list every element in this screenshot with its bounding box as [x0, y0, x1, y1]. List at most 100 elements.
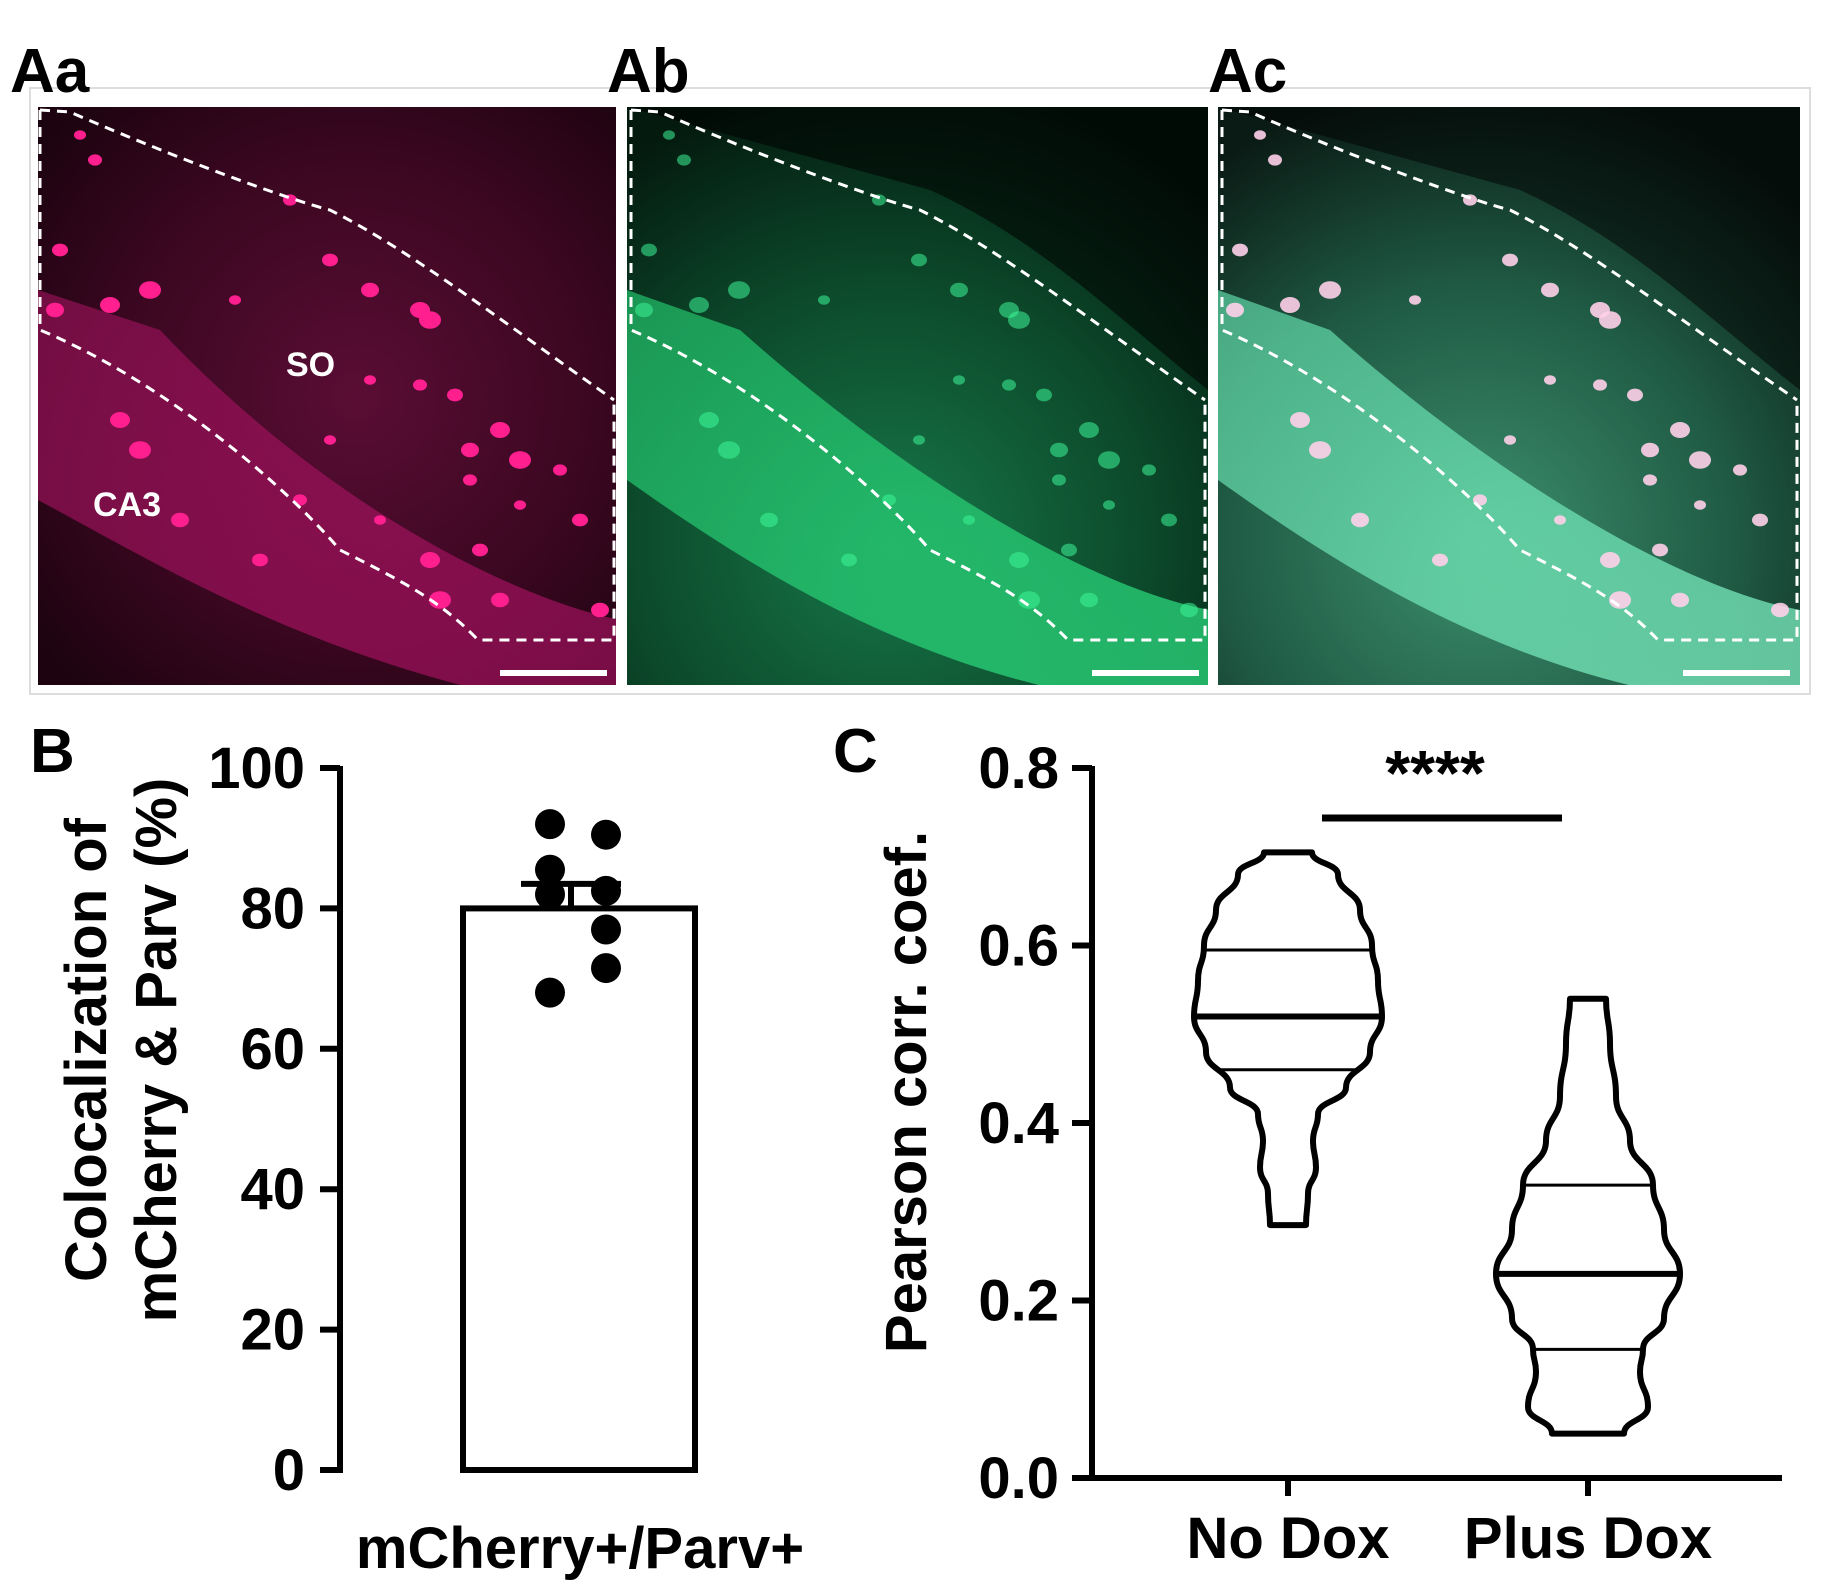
neuron-cell — [1504, 435, 1516, 445]
neuron-cell — [953, 375, 965, 385]
neuron-cell — [1079, 422, 1099, 438]
micrograph-ac — [1218, 107, 1800, 685]
chart-b: Colocalization of mCherry & Parv (%) mCh… — [54, 736, 804, 1581]
neuron-cell — [1098, 451, 1120, 469]
neuron-cell — [447, 388, 463, 402]
b-data-point — [535, 977, 565, 1008]
neuron-cell — [663, 130, 675, 140]
neuron-cell — [1599, 311, 1621, 329]
neuron-cell — [1351, 512, 1369, 528]
b-ytick-label: 60 — [240, 1017, 305, 1082]
neuron-cell — [374, 515, 386, 525]
c-ytick-label: 0.8 — [978, 736, 1059, 801]
neuron-cell — [1554, 515, 1566, 525]
region-label-so: SO — [286, 346, 335, 384]
neuron-cell — [413, 379, 427, 391]
neuron-cell — [110, 412, 130, 428]
b-data-point — [591, 819, 621, 850]
b-data-point — [591, 875, 621, 906]
panel-label-aa: Aa — [10, 37, 90, 106]
neuron-cell — [461, 442, 479, 458]
neuron-cell — [1641, 442, 1659, 458]
b-ytick-label: 40 — [240, 1157, 305, 1222]
neuron-cell — [1290, 412, 1310, 428]
neuron-cell — [1008, 311, 1030, 329]
c-ytick-label: 0.6 — [978, 914, 1059, 979]
neuron-cell — [139, 281, 161, 299]
neuron-cell — [1771, 602, 1789, 618]
neuron-cell — [419, 311, 441, 329]
neuron-cell — [553, 464, 567, 476]
c-ylabel: Pearson corr. coef. — [874, 831, 939, 1353]
c-ytick-label: 0.4 — [978, 1091, 1059, 1156]
neuron-cell — [1080, 592, 1098, 608]
neuron-cell — [322, 253, 338, 267]
neuron-cell — [1652, 543, 1668, 557]
b-ytick-label: 80 — [240, 876, 305, 941]
b-ylabel-line1: Colocalization of — [54, 817, 119, 1282]
b-bar — [460, 905, 698, 1473]
b-data-point — [535, 879, 565, 910]
panel-label-b: B — [30, 717, 75, 786]
neuron-cell — [1103, 500, 1115, 510]
neuron-cell — [1180, 602, 1198, 618]
micrograph-aa — [38, 107, 616, 685]
neuron-cell — [1161, 513, 1177, 527]
neuron-cell — [1052, 474, 1066, 486]
micrograph-row: Aa SO CA3 Ab Ac — [10, 37, 1811, 695]
neuron-cell — [1036, 388, 1052, 402]
neuron-cell — [699, 412, 719, 428]
neuron-cell — [591, 602, 609, 618]
neuron-cell — [1409, 295, 1421, 305]
c-ytick-label: 0.0 — [978, 1446, 1059, 1511]
neuron-cell — [1600, 552, 1620, 568]
neuron-cell — [1232, 243, 1248, 257]
neuron-cell — [171, 512, 189, 528]
neuron-cell — [52, 243, 68, 257]
neuron-cell — [1694, 500, 1706, 510]
neuron-cell — [1319, 281, 1341, 299]
neuron-cell — [509, 451, 531, 469]
chart-c: Pearson corr. coef. **** 0.0 0.2 0.4 0.6 0.8… — [874, 736, 1782, 1571]
neuron-cell — [1627, 388, 1643, 402]
neuron-cell — [950, 282, 968, 298]
neuron-cell — [74, 130, 86, 140]
region-label-ca3: CA3 — [93, 486, 161, 524]
neuron-cell — [1050, 442, 1068, 458]
b-data-point — [535, 854, 565, 885]
neuron-cell — [1002, 379, 1016, 391]
b-data-point — [591, 914, 621, 945]
neuron-cell — [490, 422, 510, 438]
b-xlabel: mCherry+/Parv+ — [356, 1516, 804, 1581]
neuron-cell — [689, 297, 709, 313]
neuron-cell — [1643, 474, 1657, 486]
neuron-cell — [1752, 513, 1768, 527]
neuron-cell — [963, 515, 975, 525]
neuron-cell — [1142, 464, 1156, 476]
neuron-cell — [728, 281, 750, 299]
neuron-cell — [1671, 592, 1689, 608]
micrograph-ab — [627, 107, 1208, 685]
neuron-cell — [46, 302, 64, 318]
neuron-cell — [641, 243, 657, 257]
neuron-cell — [911, 253, 927, 267]
b-data-point — [535, 809, 565, 840]
neuron-cell — [1689, 451, 1711, 469]
neuron-cell — [1432, 553, 1448, 567]
c-violin — [1191, 849, 1385, 1229]
neuron-cell — [841, 553, 857, 567]
neuron-cell — [1254, 130, 1266, 140]
neuron-cell — [361, 282, 379, 298]
neuron-cell — [252, 553, 268, 567]
neuron-cell — [472, 543, 488, 557]
neuron-cell — [1018, 591, 1040, 609]
neuron-cell — [677, 154, 691, 166]
b-ytick-label: 0 — [273, 1438, 305, 1503]
panel-label-ab: Ab — [607, 37, 690, 106]
neuron-cell — [1670, 422, 1690, 438]
neuron-cell — [324, 435, 336, 445]
significance-stars: **** — [1385, 737, 1485, 809]
neuron-cell — [463, 474, 477, 486]
neuron-cell — [1541, 282, 1559, 298]
